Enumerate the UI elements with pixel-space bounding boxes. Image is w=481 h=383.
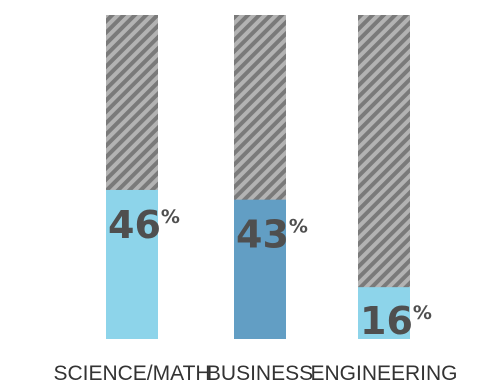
bar-science-math: [106, 189, 158, 339]
labels-group: 46% SCIENCE/MATH 43% BUSINESS 16% ENGINEERING: [53, 203, 457, 383]
value-label-engineering: 16%: [360, 299, 432, 343]
value-label-science-math: 46%: [108, 203, 180, 247]
bar-business: [234, 199, 286, 339]
value-label-business: 43%: [236, 213, 308, 257]
category-label-business: BUSINESS: [207, 362, 313, 383]
bar-remainder-engineering: [358, 15, 410, 339]
bar-engineering: [358, 287, 410, 339]
category-label-science-math: SCIENCE/MATH: [53, 362, 210, 383]
bars-group: [106, 15, 410, 339]
category-label-engineering: ENGINEERING: [310, 362, 457, 383]
